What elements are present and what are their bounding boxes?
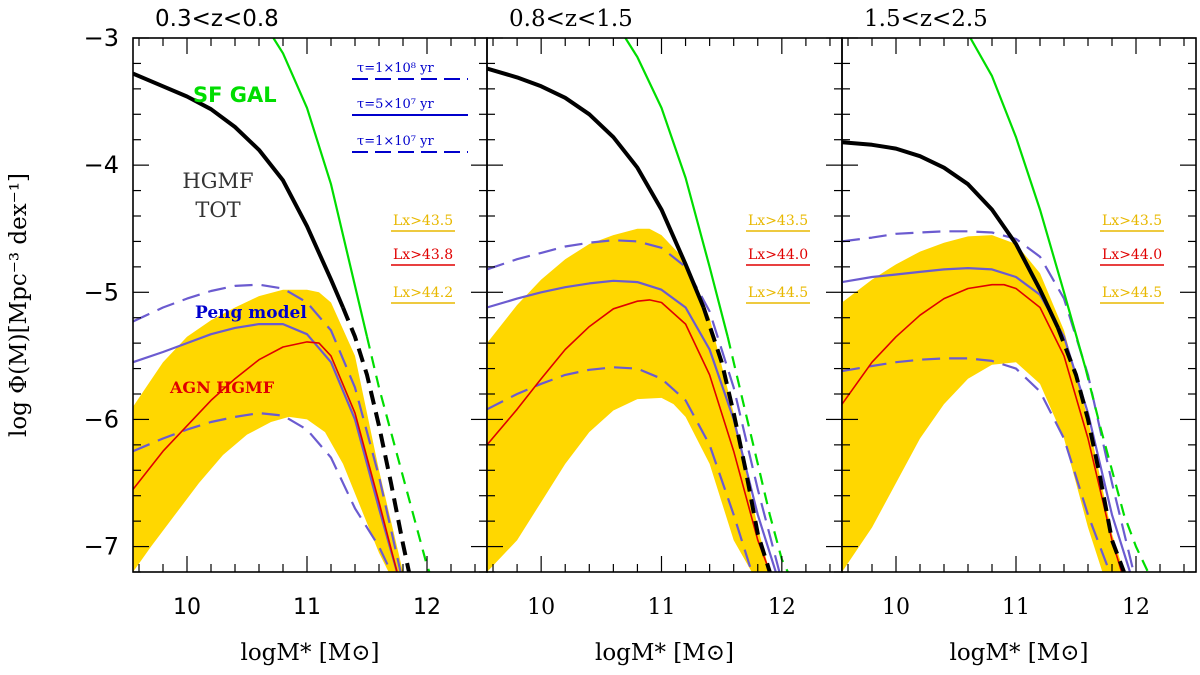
series-hgmf-tot-extrapolated	[341, 306, 411, 572]
x-tick-label: 12	[1122, 595, 1150, 620]
annotation-tot: TOT	[195, 198, 240, 222]
series-sf-gal-extrapolated	[365, 336, 431, 572]
series-sf-gal	[624, 38, 729, 338]
y-tick-label: −6	[84, 405, 119, 433]
series-peng-lower	[133, 412, 392, 572]
x-tick-label: 10	[527, 595, 555, 620]
panel-1-plot-area	[133, 38, 431, 572]
y-tick-label: −5	[84, 278, 119, 306]
y-axis-label: log Φ(M)[Mpc⁻³ dex⁻¹]	[6, 173, 32, 437]
lx-label: Lx>43.5	[748, 213, 808, 229]
tau-label: τ=1×10⁸ yr	[357, 61, 434, 76]
series-sf-gal	[272, 38, 369, 338]
panel-3-plot-area	[842, 38, 1149, 572]
x-tick-label: 11	[1002, 595, 1030, 620]
tau-label: τ=1×10⁷ yr	[357, 134, 434, 149]
annotation-agn-hgmf: AGN HGMF	[169, 378, 275, 397]
lx-label: Lx>44.0	[748, 247, 808, 263]
x-tick-label: 10	[173, 595, 201, 620]
series-hgmf-tot	[487, 66, 706, 309]
series-peng-lower	[842, 357, 1111, 572]
lx-label: Lx>44.5	[1102, 285, 1162, 301]
series-sf-gal	[969, 38, 1087, 369]
agn-hgmf-confidence-band	[487, 228, 770, 572]
series-peng-model	[133, 323, 399, 572]
lx-label: Lx>43.8	[393, 247, 453, 263]
y-tick-label: −3	[84, 24, 119, 52]
series-hgmf-tot-extrapolated	[1056, 327, 1126, 572]
y-tick-label: −4	[84, 151, 119, 179]
x-tick-label: 10	[882, 595, 910, 620]
annotation-sf-gal: SF GAL	[193, 83, 277, 107]
series-agn-hgmf	[487, 299, 771, 572]
agn-hgmf-confidence-band	[133, 289, 403, 572]
series-agn-hgmf	[133, 341, 398, 572]
series-hgmf-tot	[842, 140, 1060, 329]
series-sf-gal-extrapolated	[1084, 368, 1149, 572]
y-tick-label: −7	[84, 533, 119, 561]
lx-label: Lx>44.0	[1102, 247, 1162, 263]
series-sf-gal-extrapolated	[726, 336, 789, 572]
panel-title: 0.8<z<1.5	[509, 6, 633, 32]
lx-label: Lx>43.5	[1102, 213, 1162, 229]
lx-label: Lx>44.2	[393, 285, 453, 301]
panel-title: 0.3<z<0.8	[155, 6, 279, 32]
x-axis-label: logM* [M⊙]	[595, 640, 734, 666]
annotation-peng-model: Peng model	[195, 303, 307, 323]
series-peng-upper	[487, 239, 781, 572]
series-peng-lower	[487, 366, 753, 572]
x-tick-label: 12	[768, 595, 796, 620]
x-axis-label: logM* [M⊙]	[240, 640, 379, 666]
series-agn-hgmf	[842, 283, 1123, 572]
series-hgmf-tot	[133, 71, 345, 309]
panel-title: 1.5<z<2.5	[864, 6, 988, 32]
tau-label: τ=5×10⁷ yr	[357, 97, 434, 112]
panel-3-frame	[841, 37, 1197, 573]
x-tick-label: 12	[413, 595, 441, 620]
series-peng-upper	[133, 283, 402, 572]
annotation-hgmf: HGMF	[182, 169, 253, 193]
x-axis-label: logM* [M⊙]	[949, 640, 1088, 666]
x-tick-label: 11	[293, 595, 321, 620]
lx-label: Lx>44.5	[748, 285, 808, 301]
panel-2-plot-area	[487, 38, 789, 572]
x-tick-label: 11	[647, 595, 675, 620]
lx-label: Lx>43.5	[393, 213, 453, 229]
series-hgmf-tot-extrapolated	[701, 306, 772, 572]
